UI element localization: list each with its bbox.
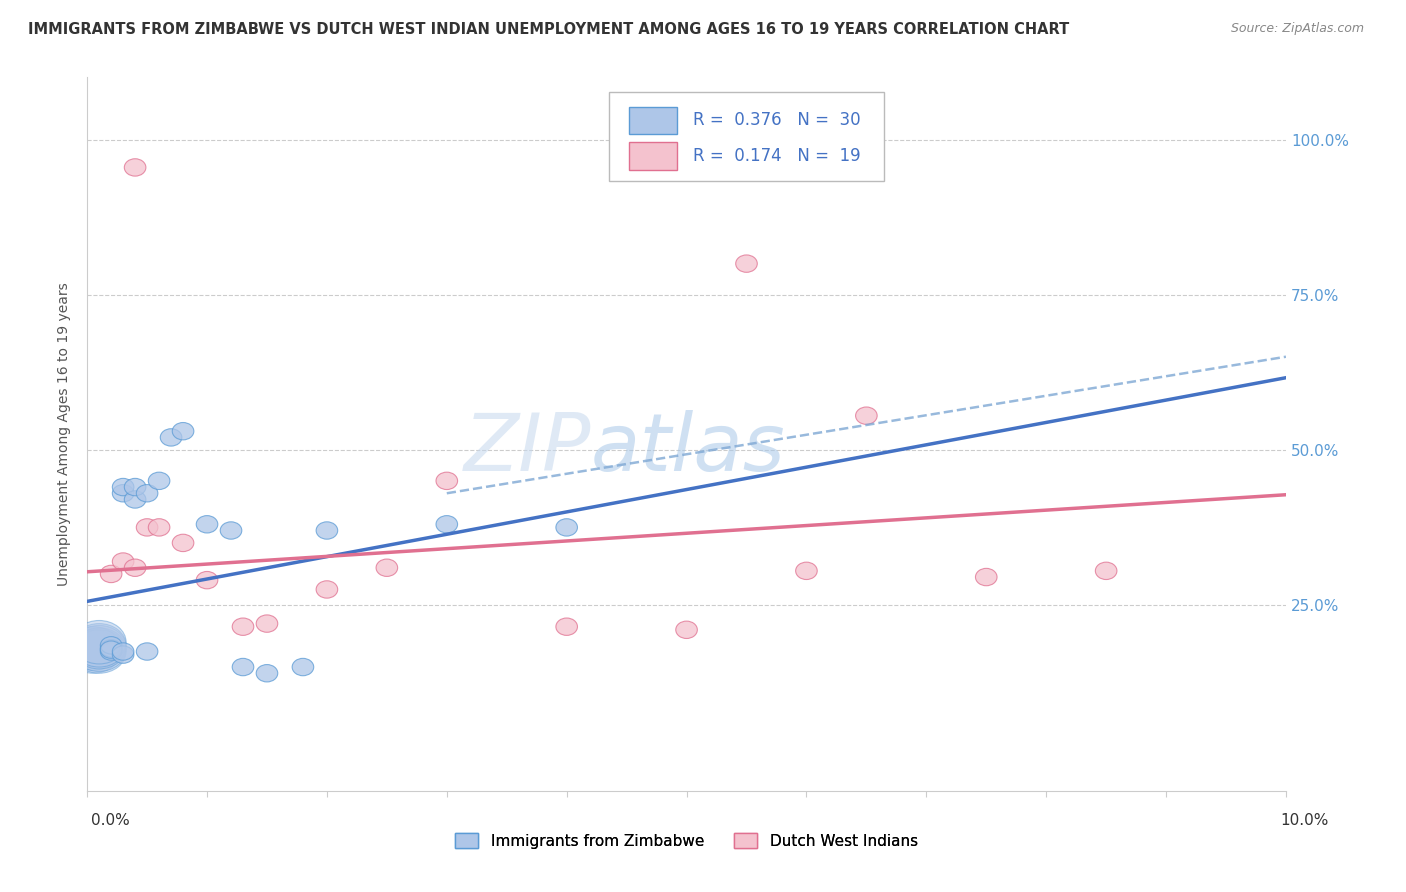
Ellipse shape — [173, 423, 194, 440]
Ellipse shape — [292, 658, 314, 676]
Ellipse shape — [66, 627, 120, 670]
Ellipse shape — [436, 472, 457, 490]
Ellipse shape — [136, 484, 157, 502]
Text: R =  0.174   N =  19: R = 0.174 N = 19 — [693, 147, 860, 165]
Ellipse shape — [796, 562, 817, 580]
Ellipse shape — [112, 484, 134, 502]
Ellipse shape — [976, 568, 997, 586]
Ellipse shape — [72, 625, 127, 669]
Text: Source: ZipAtlas.com: Source: ZipAtlas.com — [1230, 22, 1364, 36]
FancyBboxPatch shape — [628, 107, 676, 134]
Ellipse shape — [124, 491, 146, 508]
Ellipse shape — [66, 630, 120, 673]
Ellipse shape — [375, 559, 398, 576]
Ellipse shape — [316, 522, 337, 539]
Ellipse shape — [72, 628, 127, 672]
Ellipse shape — [112, 646, 134, 664]
Ellipse shape — [100, 643, 122, 660]
Ellipse shape — [197, 516, 218, 533]
Legend: Immigrants from Zimbabwe, Dutch West Indians: Immigrants from Zimbabwe, Dutch West Ind… — [450, 827, 924, 855]
Ellipse shape — [148, 519, 170, 536]
Ellipse shape — [100, 637, 122, 654]
Ellipse shape — [555, 519, 578, 536]
Ellipse shape — [676, 621, 697, 639]
Text: ZIP: ZIP — [463, 409, 591, 488]
Ellipse shape — [72, 630, 127, 673]
Ellipse shape — [436, 516, 457, 533]
Ellipse shape — [256, 615, 278, 632]
Ellipse shape — [100, 566, 122, 582]
FancyBboxPatch shape — [628, 143, 676, 169]
Ellipse shape — [136, 643, 157, 660]
Ellipse shape — [148, 472, 170, 490]
Ellipse shape — [72, 621, 127, 664]
Ellipse shape — [316, 581, 337, 599]
Ellipse shape — [160, 429, 181, 446]
Text: R =  0.376   N =  30: R = 0.376 N = 30 — [693, 112, 860, 129]
Ellipse shape — [100, 641, 122, 658]
Ellipse shape — [232, 658, 254, 676]
Ellipse shape — [173, 534, 194, 551]
Ellipse shape — [136, 519, 157, 536]
Ellipse shape — [124, 559, 146, 576]
Ellipse shape — [735, 255, 758, 272]
FancyBboxPatch shape — [609, 92, 884, 181]
Text: atlas: atlas — [591, 409, 786, 488]
Ellipse shape — [221, 522, 242, 539]
Ellipse shape — [197, 572, 218, 589]
Ellipse shape — [100, 640, 122, 657]
Ellipse shape — [856, 407, 877, 425]
Ellipse shape — [555, 618, 578, 635]
Text: IMMIGRANTS FROM ZIMBABWE VS DUTCH WEST INDIAN UNEMPLOYMENT AMONG AGES 16 TO 19 Y: IMMIGRANTS FROM ZIMBABWE VS DUTCH WEST I… — [28, 22, 1070, 37]
Ellipse shape — [72, 624, 127, 667]
Ellipse shape — [232, 618, 254, 635]
Ellipse shape — [1095, 562, 1116, 580]
Ellipse shape — [112, 643, 134, 660]
Ellipse shape — [124, 159, 146, 176]
Ellipse shape — [256, 665, 278, 681]
Ellipse shape — [112, 553, 134, 570]
Ellipse shape — [112, 478, 134, 496]
Y-axis label: Unemployment Among Ages 16 to 19 years: Unemployment Among Ages 16 to 19 years — [58, 283, 72, 586]
Text: 10.0%: 10.0% — [1281, 814, 1329, 828]
Ellipse shape — [124, 478, 146, 496]
Text: 0.0%: 0.0% — [91, 814, 131, 828]
